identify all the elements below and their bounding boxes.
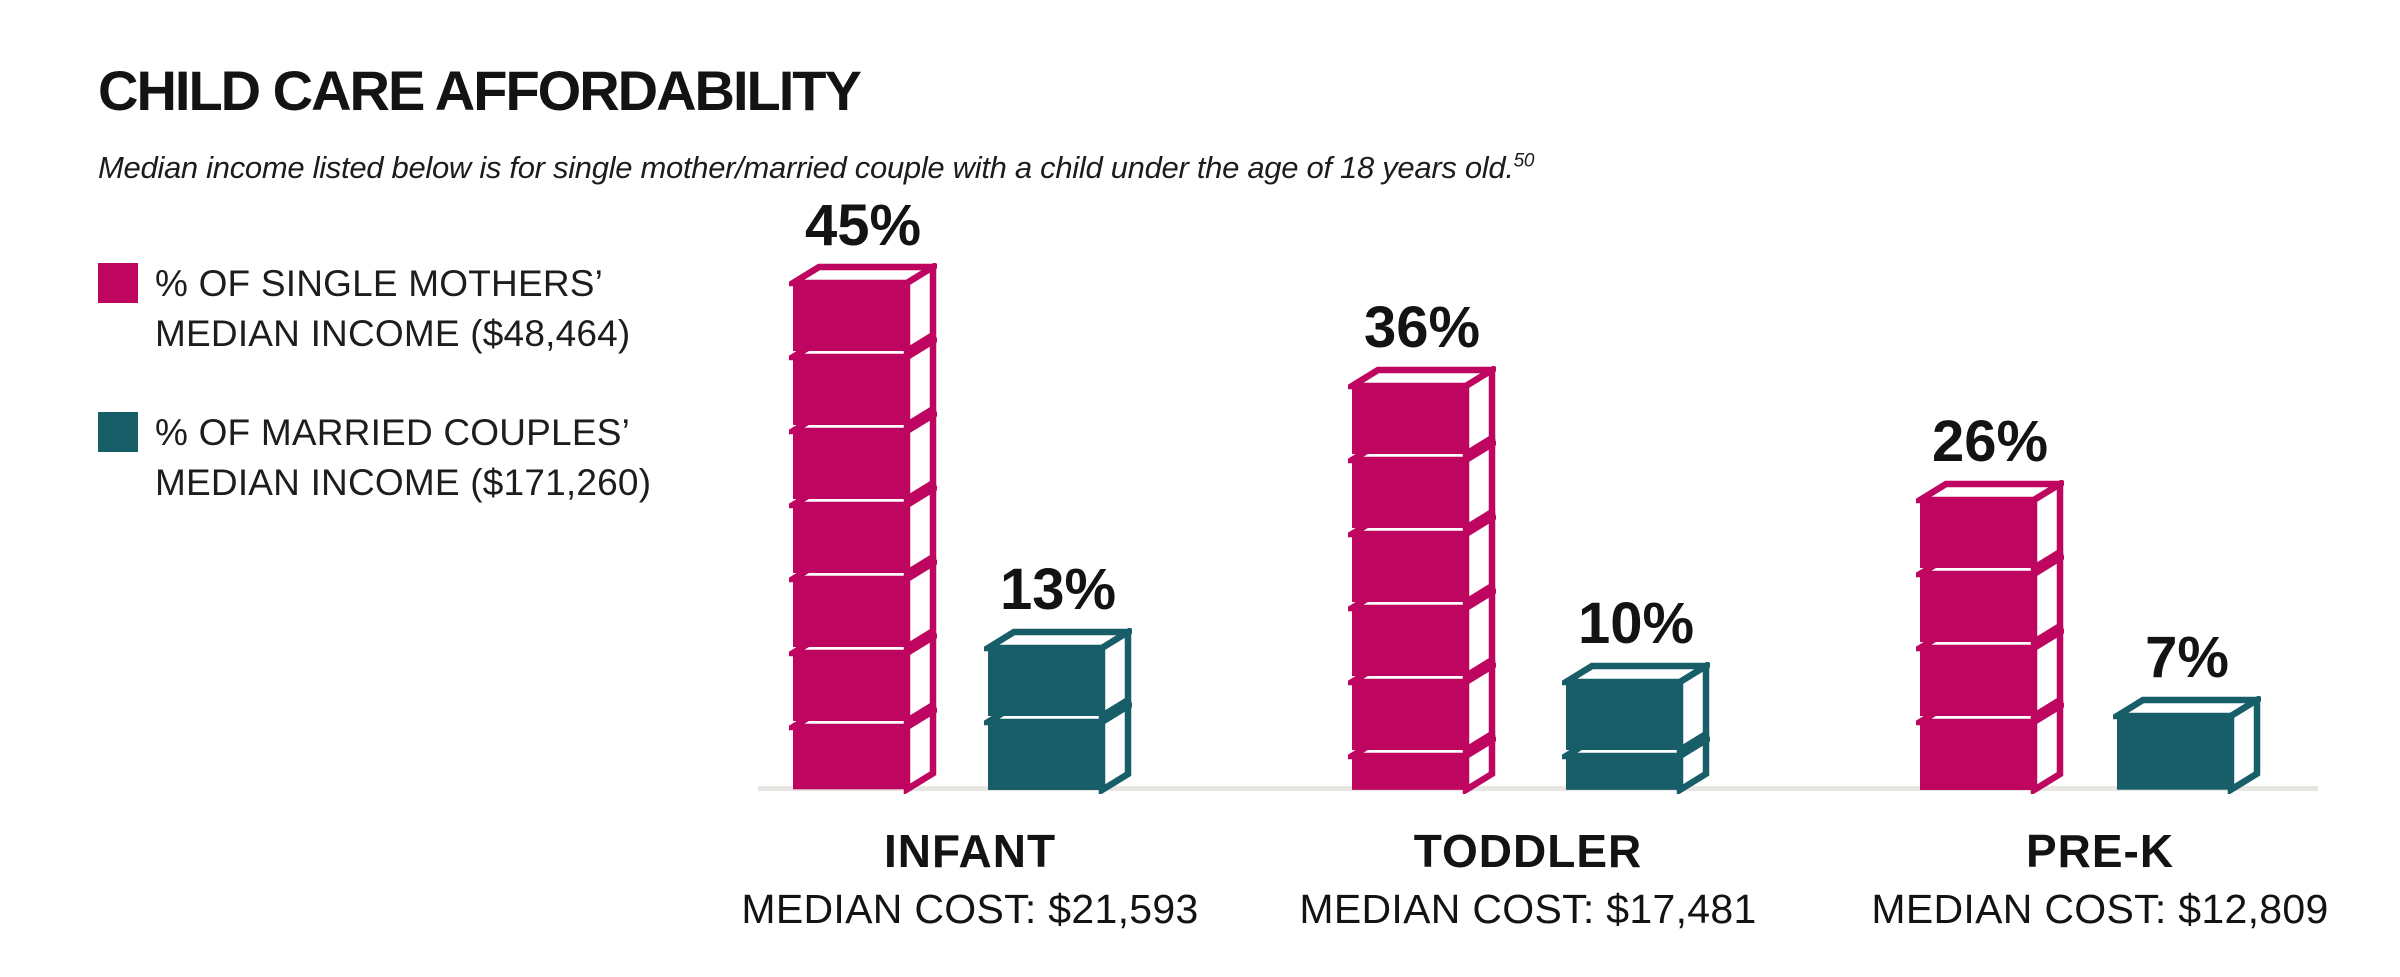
subtitle-text: Median income listed below is for single… (98, 150, 1514, 185)
legend-label-line-1: % OF MARRIED COUPLES’ (155, 412, 630, 453)
category-label-infant: INFANT (883, 825, 1057, 877)
value-label-infant-single-mothers: 45% (804, 192, 922, 258)
bar-prek-single-mothers (1908, 478, 2072, 799)
legend-text-single-mothers: % OF SINGLE MOTHERS’ MEDIAN INCOME ($48,… (155, 259, 630, 359)
category-toddler: TODDLER MEDIAN COST: $17,481 (1178, 824, 1878, 933)
legend-label-line-2: MEDIAN INCOME ($48,464) (155, 313, 631, 354)
legend-item-single-mothers: % OF SINGLE MOTHERS’ MEDIAN INCOME ($48,… (98, 259, 630, 359)
category-median-cost-toddler: MEDIAN COST: $17,481 (1299, 886, 1757, 932)
bar-toddler-married-couples (1554, 660, 1718, 799)
chart-baseline (758, 786, 2318, 791)
value-label-infant-married-couples: 13% (999, 557, 1117, 622)
category-prek: PRE-K MEDIAN COST: $12,809 (1750, 824, 2400, 933)
bar-toddler-single-mothers (1340, 364, 1504, 799)
bar-prek-married-couples (2105, 694, 2269, 799)
chart-subtitle: Median income listed below is for single… (98, 150, 1534, 186)
legend-item-married-couples: % OF MARRIED COUPLES’ MEDIAN INCOME ($17… (98, 408, 651, 508)
bar-infant-single-mothers (781, 261, 945, 799)
chart-title: CHILD CARE AFFORDABILITY (98, 59, 862, 122)
category-median-cost-prek: MEDIAN COST: $12,809 (1871, 886, 2329, 932)
category-infant: INFANT MEDIAN COST: $21,593 (620, 824, 1320, 933)
value-label-prek-married-couples: 7% (2145, 625, 2229, 691)
legend-swatch-single-mothers (98, 263, 138, 303)
legend-label-line-1: % OF SINGLE MOTHERS’ (155, 263, 604, 304)
value-label-toddler-single-mothers: 36% (1363, 295, 1481, 361)
legend-text-married-couples: % OF MARRIED COUPLES’ MEDIAN INCOME ($17… (155, 408, 651, 508)
legend: % OF SINGLE MOTHERS’ MEDIAN INCOME ($48,… (98, 259, 738, 619)
legend-swatch-married-couples (98, 412, 138, 452)
legend-label-line-2: MEDIAN INCOME ($171,260) (155, 462, 652, 503)
category-median-cost-infant: MEDIAN COST: $21,593 (741, 886, 1199, 932)
bar-infant-married-couples (976, 626, 1140, 799)
value-label-prek-single-mothers: 26% (1931, 409, 2049, 474)
footnote-marker: 50 (1513, 150, 1535, 172)
category-label-toddler: TODDLER (1413, 825, 1643, 877)
category-label-prek: PRE-K (2025, 825, 2175, 877)
value-label-toddler-married-couples: 10% (1577, 591, 1695, 657)
